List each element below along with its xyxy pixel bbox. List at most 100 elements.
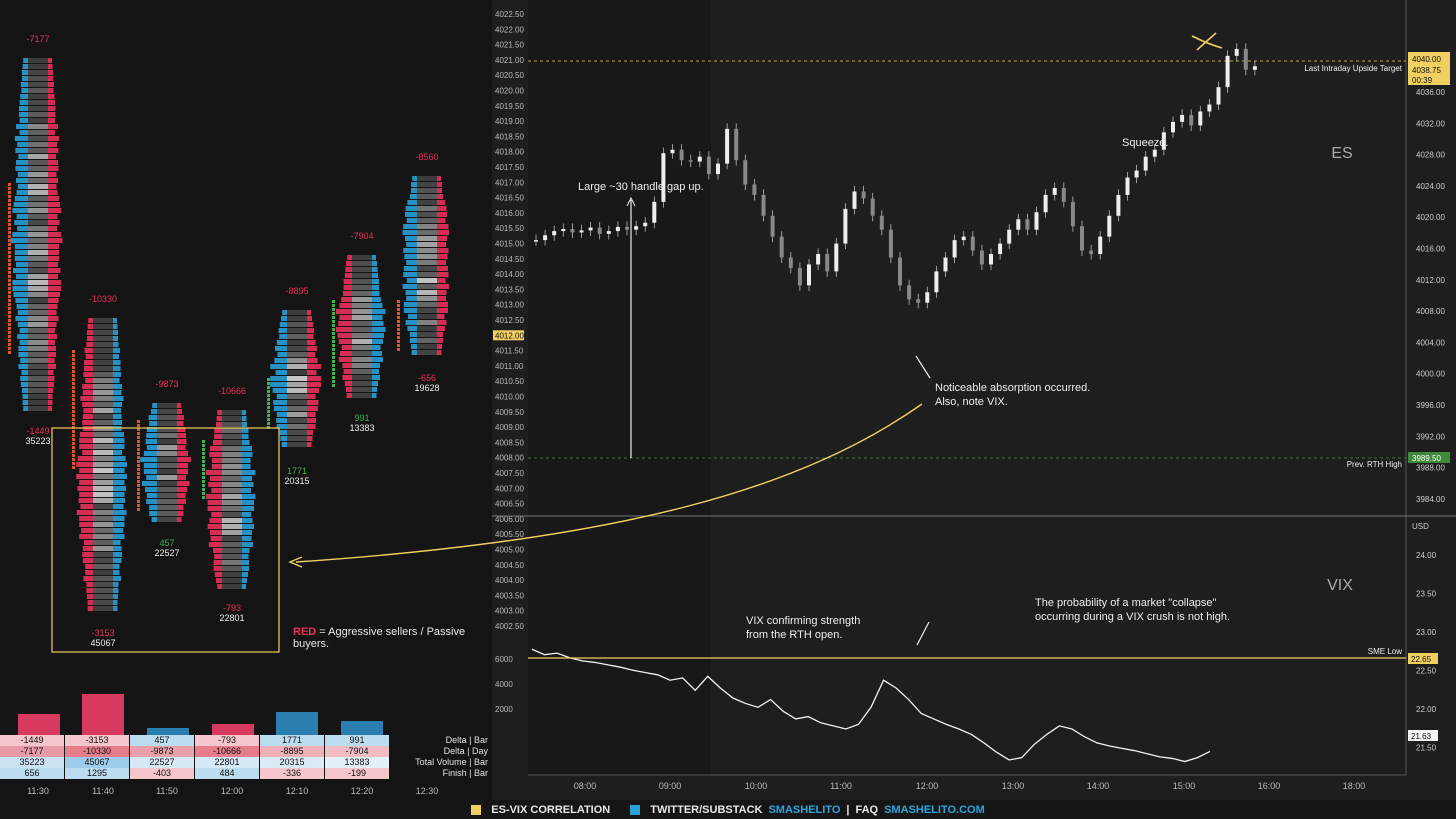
bid-bar	[280, 436, 287, 441]
footprint-cell	[28, 334, 48, 339]
imbalance-marker	[267, 382, 270, 385]
imbalance-marker	[202, 444, 205, 447]
ask-bar	[307, 424, 316, 429]
ask-bar	[177, 481, 190, 486]
footprint-cell	[28, 346, 48, 351]
footer-site-link[interactable]: SMASHELITO.COM	[884, 803, 985, 816]
candle-body	[625, 226, 629, 230]
footprint-cell	[157, 415, 177, 420]
footprint-cell	[28, 196, 48, 201]
footprint-cell	[287, 388, 307, 393]
candle-body	[816, 254, 821, 265]
bid-bar	[407, 200, 417, 205]
footprint-cell	[157, 517, 177, 522]
ask-bar	[113, 588, 119, 593]
imbalance-marker	[332, 332, 335, 335]
footprint-cell	[93, 486, 113, 491]
rth-high-label: Prev. RTH High	[1347, 460, 1402, 469]
bid-bar	[216, 422, 222, 427]
footprint-cell	[352, 303, 372, 308]
total-volume-label: 22527	[154, 548, 179, 558]
ask-bar	[48, 340, 55, 345]
ask-bar	[48, 358, 55, 363]
footprint-cell	[28, 142, 48, 147]
imbalance-marker	[137, 460, 140, 463]
ask-bar	[48, 208, 61, 213]
imbalance-marker	[137, 464, 140, 467]
candle-body	[534, 240, 538, 242]
footprint-cell	[352, 315, 372, 320]
imbalance-marker	[397, 304, 400, 307]
bid-bar	[151, 517, 157, 522]
bid-bar	[82, 558, 93, 563]
ask-bar	[113, 510, 127, 515]
candle-body	[634, 226, 639, 230]
ask-bar	[113, 450, 122, 455]
imbalance-marker	[137, 504, 140, 507]
footprint-cell	[93, 498, 113, 503]
candle-body	[1243, 48, 1248, 70]
footer-handle-link[interactable]: SMASHELITO	[768, 803, 841, 816]
delta-day-label: -7904	[350, 231, 373, 241]
bid-bar	[18, 154, 28, 159]
candle-body	[943, 257, 948, 272]
footprint-cell	[287, 430, 307, 435]
ask-bar	[242, 572, 248, 577]
red-word: RED	[293, 626, 317, 638]
ask-bar	[113, 468, 125, 473]
ask-bar	[177, 487, 187, 492]
ask-bar	[113, 474, 127, 479]
footprint-cell	[417, 194, 437, 199]
bid-bar	[84, 360, 93, 365]
ask-bar	[48, 70, 53, 75]
imbalance-marker	[137, 436, 140, 439]
ask-bar	[307, 412, 316, 417]
ask-bar	[242, 452, 253, 457]
bid-bar	[85, 564, 93, 569]
table-cell: 13383	[325, 757, 389, 768]
candle-body	[998, 243, 1003, 255]
legend-text: = Aggressive sellers / Passive buyers.	[293, 626, 466, 650]
ask-bar	[113, 606, 118, 611]
bid-bar	[270, 364, 287, 369]
ask-bar	[437, 296, 446, 301]
bid-bar	[151, 409, 157, 414]
ask-bar	[177, 457, 191, 462]
table-cell: -199	[325, 768, 389, 779]
ask-bar	[177, 433, 186, 438]
footprint-cell	[352, 345, 372, 350]
footprint-cell	[28, 388, 48, 393]
bid-bar	[211, 458, 222, 463]
candle-body	[1189, 114, 1194, 126]
ask-bar	[437, 302, 448, 307]
ask-bar	[242, 410, 246, 415]
footprint-cell	[93, 570, 113, 575]
footprint-cell	[28, 70, 48, 75]
footprint-cell	[417, 254, 437, 259]
imbalance-marker	[72, 466, 75, 469]
ask-bar	[372, 285, 379, 290]
footprint-cell	[352, 381, 372, 386]
candle-body	[1107, 215, 1112, 237]
ask-bar	[307, 334, 314, 339]
footprint-cell	[287, 436, 307, 441]
right-price-label: 4012.00	[1416, 276, 1445, 285]
bid-bar	[88, 318, 93, 323]
sme-label: SME Low	[1368, 647, 1402, 656]
footprint-cell	[28, 58, 48, 63]
bid-bar	[205, 494, 222, 499]
ask-bar	[372, 261, 377, 266]
candle-body	[688, 160, 693, 162]
left-price-label: 4020.50	[495, 71, 524, 80]
left-price-label: 4019.50	[495, 102, 524, 111]
imbalance-marker	[267, 410, 270, 413]
bid-bar	[146, 433, 157, 438]
footprint-cell	[28, 130, 48, 135]
footprint-cell	[287, 310, 307, 315]
imbalance-marker	[397, 344, 400, 347]
volume-bar	[147, 728, 189, 735]
ask-bar	[242, 482, 254, 487]
ask-bar	[113, 522, 125, 527]
bid-bar	[83, 372, 93, 377]
footprint-cell	[28, 310, 48, 315]
